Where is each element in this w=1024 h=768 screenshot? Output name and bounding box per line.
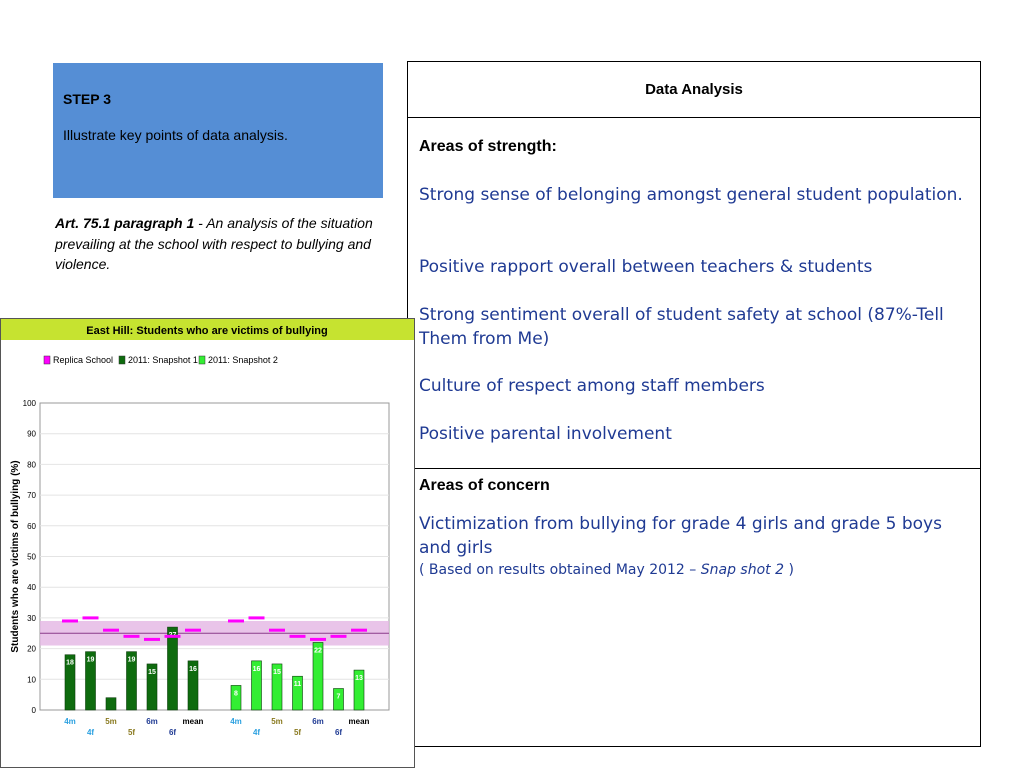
strength-item: Positive parental involvement: [419, 424, 672, 444]
strength-item: Positive rapport overall between teacher…: [419, 257, 873, 277]
replica-marker: [144, 637, 160, 641]
article-text: - An analysis of the situation prevailin…: [55, 215, 373, 272]
table-header: Data Analysis: [408, 62, 980, 118]
x-tick-label: 6f: [335, 728, 342, 737]
data-analysis-table: Data Analysis Areas of strength: Strong …: [407, 61, 981, 747]
bar-data-label: 18: [66, 660, 74, 667]
bar: [292, 675, 303, 711]
replica-marker: [269, 628, 285, 632]
legend-label: Replica School: [53, 355, 113, 365]
replica-marker: [103, 628, 119, 632]
replica-marker: [164, 634, 181, 638]
bar: [353, 669, 365, 711]
y-tick-label: 40: [27, 583, 36, 592]
y-tick-label: 10: [27, 675, 36, 684]
bar: [230, 685, 242, 711]
replica-marker: [82, 616, 99, 620]
legend-swatch: [198, 355, 206, 365]
x-tick-label: 4m: [64, 717, 76, 726]
x-tick-label: 5f: [294, 728, 301, 737]
bar: [105, 697, 117, 711]
replica-marker: [289, 634, 306, 638]
bar-data-label: 11: [294, 681, 302, 688]
legend-label: 2011: Snapshot 1: [128, 355, 198, 365]
replica-marker: [185, 628, 201, 632]
x-tick-label: 5m: [105, 717, 117, 726]
strengths-cell: Areas of strength: Strong sense of belon…: [408, 117, 980, 469]
y-tick-label: 90: [27, 430, 36, 439]
bar: [333, 688, 344, 711]
y-tick-label: 80: [27, 460, 36, 469]
step-text: Illustrate key points of data analysis.: [63, 127, 288, 143]
bar: [146, 663, 158, 711]
legend-swatch: [118, 355, 126, 365]
bar: [271, 663, 283, 711]
bullying-chart: East Hill: Students who are victims of b…: [0, 318, 415, 768]
concern-note: ( Based on results obtained May 2012 – S…: [419, 561, 969, 579]
replica-marker: [330, 634, 347, 638]
y-tick-label: 0: [32, 706, 37, 715]
x-tick-label: 5m: [271, 717, 283, 726]
article-ref: Art. 75.1 paragraph 1: [55, 215, 195, 231]
strengths-label: Areas of strength:: [419, 138, 557, 155]
chart-svg: East Hill: Students who are victims of b…: [1, 319, 414, 737]
replica-marker: [351, 628, 367, 632]
bar: [167, 626, 178, 711]
bar: [126, 651, 137, 711]
y-tick-label: 100: [23, 399, 37, 408]
article-reference: Art. 75.1 paragraph 1 - An analysis of t…: [55, 213, 380, 275]
x-tick-label: mean: [349, 717, 370, 726]
x-tick-label: 6m: [146, 717, 158, 726]
x-tick-label: 4f: [253, 728, 260, 737]
bar-data-label: 15: [273, 669, 281, 676]
bar-data-label: 13: [355, 675, 363, 682]
concerns-label: Areas of concern: [419, 477, 550, 494]
x-tick-label: 5f: [128, 728, 135, 737]
bar: [312, 642, 324, 711]
replica-marker: [123, 634, 140, 638]
y-tick-label: 50: [27, 553, 36, 562]
x-tick-label: 6f: [169, 728, 176, 737]
strength-item: Strong sentiment overall of student safe…: [419, 305, 944, 349]
y-tick-label: 60: [27, 522, 36, 531]
step-box: STEP 3 Illustrate key points of data ana…: [53, 63, 383, 198]
x-tick-label: mean: [183, 717, 204, 726]
x-tick-label: 4m: [230, 717, 242, 726]
y-tick-label: 30: [27, 614, 36, 623]
bar-data-label: 7: [337, 694, 341, 701]
bar: [251, 660, 262, 711]
replica-marker: [248, 616, 265, 620]
replica-marker: [228, 619, 244, 623]
strength-item: Culture of respect among staff members: [419, 376, 765, 396]
bar-data-label: 8: [234, 690, 238, 697]
x-tick-label: 4f: [87, 728, 94, 737]
concern-note-start: ( Based on results obtained May 2012 –: [419, 562, 701, 578]
bar: [85, 651, 96, 711]
strength-item: Strong sense of belonging amongst genera…: [419, 185, 963, 205]
bar-data-label: 15: [148, 669, 156, 676]
bar-data-label: 19: [128, 657, 136, 664]
bar: [187, 660, 199, 711]
concern-note-italic: Snap shot 2: [700, 562, 785, 578]
concerns-cell: Areas of concern Victimization from bull…: [408, 469, 980, 746]
bar: [64, 654, 76, 711]
chart-title-bar: [1, 319, 414, 340]
replica-marker: [62, 619, 78, 623]
legend-swatch: [43, 355, 51, 365]
y-axis-label: Students who are victims of bullying (%): [10, 460, 21, 652]
bar-data-label: 22: [314, 647, 322, 654]
step-title: STEP 3: [63, 91, 111, 107]
bar-data-label: 16: [189, 666, 197, 673]
x-tick-label: 6m: [312, 717, 324, 726]
y-tick-label: 70: [27, 491, 36, 500]
concern-note-end: ): [784, 562, 794, 578]
chart-title: East Hill: Students who are victims of b…: [86, 325, 327, 337]
bar-data-label: 19: [87, 657, 95, 664]
bar-data-label: 16: [253, 666, 261, 673]
y-tick-label: 20: [27, 645, 36, 654]
concern-item: Victimization from bullying for grade 4 …: [419, 514, 942, 558]
replica-marker: [310, 637, 326, 641]
legend-label: 2011: Snapshot 2: [208, 355, 278, 365]
